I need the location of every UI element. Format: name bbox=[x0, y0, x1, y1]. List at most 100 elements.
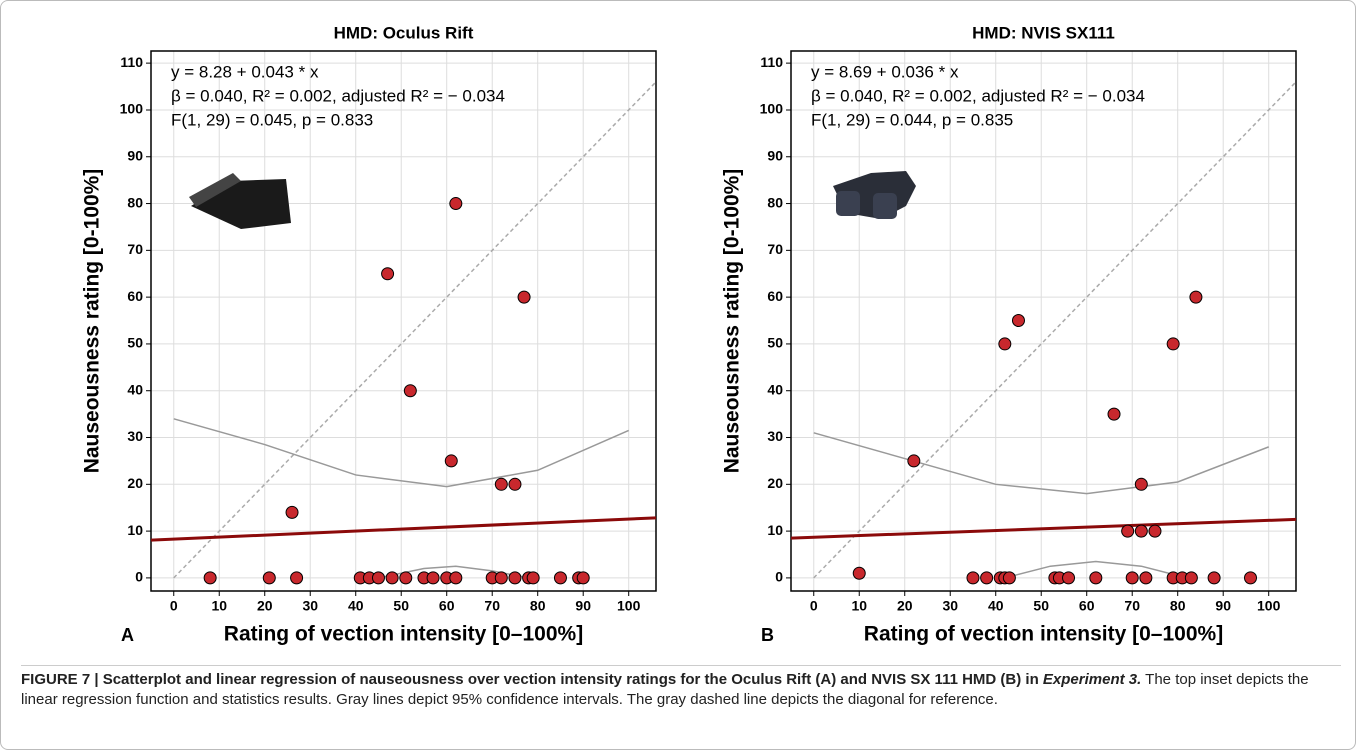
y-tick-label: 70 bbox=[767, 241, 783, 257]
line bbox=[173, 81, 656, 579]
charts: 0 10 20 30 40 50 60 70 80 90 100 110 0 10 20 30 40 50 60 70… bbox=[81, 23, 1297, 646]
y-tick-label: 100 bbox=[120, 101, 144, 117]
point bbox=[517, 290, 531, 304]
y-tick-label: 10 bbox=[767, 522, 783, 538]
y-tick-label: 90 bbox=[767, 147, 783, 163]
point bbox=[553, 571, 567, 585]
point bbox=[494, 571, 508, 585]
point bbox=[1166, 337, 1180, 351]
point bbox=[508, 477, 522, 491]
y-tick-label: 110 bbox=[120, 54, 143, 70]
x-tick-label: 100 bbox=[1257, 598, 1281, 614]
panel-label: A bbox=[121, 625, 134, 645]
line bbox=[813, 432, 1269, 495]
x-tick-label: 80 bbox=[530, 598, 546, 614]
x-tick-label: 50 bbox=[393, 598, 409, 614]
x-tick-label: 90 bbox=[1215, 598, 1231, 614]
x-tick-label: 50 bbox=[1033, 598, 1049, 614]
y-tick-label: 40 bbox=[127, 381, 143, 397]
point bbox=[1107, 407, 1121, 421]
point bbox=[285, 505, 299, 519]
plot-border bbox=[790, 50, 1297, 592]
x-tick-label: 10 bbox=[211, 598, 227, 614]
y-tick-label: 100 bbox=[760, 101, 784, 117]
y-tick-label: 40 bbox=[767, 381, 783, 397]
x-tick-label: 70 bbox=[1124, 598, 1140, 614]
point bbox=[1125, 571, 1139, 585]
nvis-icon bbox=[833, 171, 916, 219]
y-tick-label: 0 bbox=[775, 569, 783, 585]
caption-emphasis: Experiment 3. bbox=[1042, 671, 1142, 688]
point bbox=[980, 571, 994, 585]
point bbox=[907, 454, 921, 468]
y-tick-label: 10 bbox=[127, 522, 143, 538]
plot bbox=[151, 51, 656, 591]
x-tick-label: 20 bbox=[257, 598, 273, 614]
line bbox=[151, 516, 656, 542]
caption-text: The top inset depicts the linear regress… bbox=[21, 671, 1309, 708]
point bbox=[371, 571, 385, 585]
point bbox=[998, 337, 1012, 351]
point bbox=[1134, 524, 1148, 538]
annotation: F(1, 29) = 0.044, p = 0.835 bbox=[811, 110, 1013, 129]
y-tick-label: 50 bbox=[767, 335, 783, 351]
x-tick-label: 40 bbox=[988, 598, 1004, 614]
x-tick-label: 30 bbox=[302, 598, 318, 614]
point bbox=[1062, 571, 1076, 585]
x-tick-label: 90 bbox=[575, 598, 591, 614]
point bbox=[262, 571, 276, 585]
x-tick-label: 100 bbox=[617, 598, 641, 614]
point bbox=[449, 571, 463, 585]
y-tick-label: 60 bbox=[767, 288, 783, 304]
annotation: β = 0.040, R² = 0.002, adjusted R² = − 0… bbox=[171, 86, 505, 105]
y-tick-label: 20 bbox=[767, 475, 783, 491]
point bbox=[1134, 477, 1148, 491]
point bbox=[1139, 571, 1153, 585]
y-tick-label: 30 bbox=[767, 428, 783, 444]
y-tick-label: 20 bbox=[127, 475, 143, 491]
annotation: β = 0.040, R² = 0.002, adjusted R² = − 0… bbox=[811, 86, 1145, 105]
point bbox=[576, 571, 590, 585]
line bbox=[791, 517, 1296, 540]
y-tick-label: 80 bbox=[127, 194, 143, 210]
point bbox=[1011, 314, 1025, 328]
point bbox=[385, 571, 399, 585]
chart-title: HMD: Oculus Rift bbox=[334, 23, 474, 42]
caption: FIGURE 7 | Scatterplot and linear regres… bbox=[21, 665, 1341, 710]
point bbox=[1207, 571, 1221, 585]
plot-area bbox=[791, 51, 1296, 591]
point bbox=[426, 571, 440, 585]
y-tick-label: 110 bbox=[760, 54, 783, 70]
point bbox=[1184, 571, 1198, 585]
annotation: y = 8.28 + 0.043 * x bbox=[171, 62, 319, 81]
y-tick-label: 50 bbox=[127, 335, 143, 351]
point bbox=[1089, 571, 1103, 585]
point bbox=[1244, 571, 1258, 585]
panel-label: B bbox=[761, 625, 774, 645]
point bbox=[403, 384, 417, 398]
y-axis-label: Nauseousness rating [0-100%] bbox=[81, 169, 104, 474]
x-tick-label: 60 bbox=[1079, 598, 1095, 614]
point bbox=[203, 571, 217, 585]
x-tick-label: 0 bbox=[810, 598, 818, 614]
x-tick-label: 80 bbox=[1170, 598, 1186, 614]
x-tick-label: 10 bbox=[851, 598, 867, 614]
point bbox=[1121, 524, 1135, 538]
y-tick-label: 70 bbox=[127, 241, 143, 257]
point bbox=[526, 571, 540, 585]
line bbox=[813, 81, 1296, 579]
caption-title: FIGURE 7 | Scatterplot and linear regres… bbox=[21, 671, 1043, 688]
chart-title: HMD: NVIS SX111 bbox=[972, 23, 1115, 42]
x-tick-label: 70 bbox=[484, 598, 500, 614]
point bbox=[508, 571, 522, 585]
point bbox=[1002, 571, 1016, 585]
x-axis-label: Rating of vection intensity [0–100%] bbox=[224, 623, 583, 646]
point bbox=[852, 566, 866, 580]
point bbox=[966, 571, 980, 585]
oculus-icon bbox=[189, 173, 291, 229]
x-tick-label: 20 bbox=[897, 598, 913, 614]
point bbox=[494, 477, 508, 491]
point bbox=[399, 571, 413, 585]
y-tick-label: 30 bbox=[127, 428, 143, 444]
